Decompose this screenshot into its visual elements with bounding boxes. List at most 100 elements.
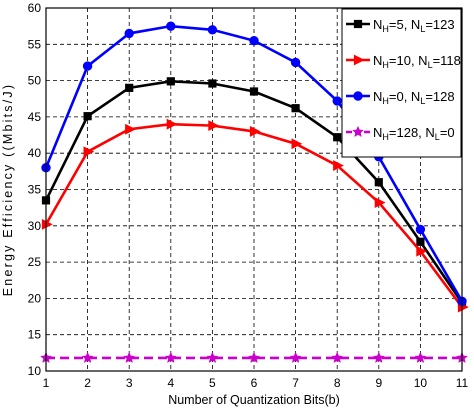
series-n-h-0-n-l-128 bbox=[41, 21, 467, 307]
data-point bbox=[249, 87, 259, 96]
data-point bbox=[249, 35, 259, 46]
y-axis-label: Energy Efficiency ((Mbits/J) bbox=[1, 83, 15, 297]
data-point bbox=[332, 96, 342, 106]
legend-text-part: =118 bbox=[433, 53, 461, 68]
data-point bbox=[353, 54, 365, 66]
x-tick-label: 8 bbox=[334, 376, 341, 390]
plot-frame bbox=[45, 7, 463, 372]
legend-text-part: N bbox=[373, 89, 382, 104]
legend-label: NH=128, NL=0 bbox=[373, 125, 455, 142]
data-point bbox=[372, 351, 385, 363]
series-group bbox=[40, 21, 469, 363]
data-point bbox=[83, 112, 92, 121]
data-point bbox=[249, 126, 261, 137]
legend-entry: NH=128, NL=0 bbox=[346, 125, 455, 142]
legend-text-part: =0 bbox=[440, 125, 455, 140]
data-point bbox=[416, 237, 425, 246]
legend-subscript: L bbox=[428, 60, 433, 70]
legend-text-part: =128 bbox=[425, 89, 454, 104]
data-point bbox=[374, 197, 386, 208]
data-point bbox=[166, 21, 176, 31]
y-tick-label: 45 bbox=[28, 110, 42, 124]
legend-subscript: H bbox=[382, 60, 389, 70]
x-tick-label: 4 bbox=[167, 376, 174, 390]
legend-subscript: L bbox=[420, 24, 425, 34]
data-point bbox=[208, 120, 220, 132]
data-point bbox=[82, 61, 93, 71]
x-tick-label: 11 bbox=[456, 376, 469, 390]
legend-label: NH=5, NL=123 bbox=[373, 17, 455, 34]
legend-text-part: N bbox=[373, 17, 382, 32]
legend-entry: NH=10, NL=118 bbox=[346, 53, 461, 70]
data-point bbox=[414, 351, 427, 363]
legend-label: NH=10, NL=118 bbox=[373, 53, 461, 70]
data-point bbox=[331, 351, 344, 363]
legend-box bbox=[341, 8, 462, 158]
x-tick-label: 9 bbox=[375, 376, 382, 390]
x-axis-label: Number of Quantization Bits(b) bbox=[168, 393, 340, 407]
x-tick-label: 6 bbox=[251, 376, 258, 390]
legend-entry: NH=5, NL=123 bbox=[346, 17, 455, 34]
y-tick-label: 40 bbox=[28, 146, 42, 160]
x-tick-label: 10 bbox=[414, 376, 428, 390]
data-point bbox=[81, 351, 94, 363]
legend-subscript: H bbox=[382, 132, 389, 142]
legend-text-part: =10, N bbox=[389, 53, 428, 68]
x-tick-label: 5 bbox=[209, 376, 216, 390]
x-tick-labels: 1 2 3 4 5 6 7 8 9 10 11 bbox=[43, 376, 469, 390]
data-point bbox=[166, 77, 175, 86]
legend-text-part: N bbox=[373, 125, 382, 140]
data-point bbox=[353, 91, 363, 101]
data-point bbox=[125, 123, 136, 135]
y-tick-label: 35 bbox=[28, 183, 42, 197]
data-point bbox=[208, 79, 217, 88]
legend-text-part: =5, N bbox=[389, 17, 420, 32]
data-point bbox=[207, 25, 218, 35]
data-point bbox=[83, 146, 95, 158]
y-tick-label: 20 bbox=[28, 291, 42, 305]
data-point bbox=[291, 104, 300, 113]
data-point bbox=[125, 83, 134, 92]
y-tick-label: 60 bbox=[28, 1, 42, 15]
y-tick-labels: 10 15 20 25 30 35 40 45 50 55 60 bbox=[28, 1, 42, 378]
legend-subscript: H bbox=[382, 24, 389, 34]
legend-subscript: L bbox=[435, 132, 440, 142]
y-tick-label: 50 bbox=[28, 74, 42, 88]
data-point bbox=[353, 19, 363, 29]
legend-text-part: =123 bbox=[425, 17, 454, 32]
series-n-h-128-n-l-0 bbox=[40, 351, 468, 363]
data-point bbox=[415, 224, 426, 235]
data-point bbox=[124, 28, 134, 39]
data-point bbox=[290, 57, 301, 68]
legend-entry: NH=0, NL=128 bbox=[346, 89, 455, 106]
data-point bbox=[164, 351, 177, 363]
legend-text-part: N bbox=[373, 53, 382, 68]
legend-text-part: =128, N bbox=[389, 125, 435, 140]
y-tick-label: 10 bbox=[28, 364, 42, 378]
data-point bbox=[416, 245, 428, 257]
x-tick-label: 3 bbox=[126, 376, 133, 390]
data-point bbox=[291, 138, 303, 150]
legend-text-part: =0, N bbox=[389, 89, 420, 104]
data-point bbox=[374, 178, 383, 187]
data-point bbox=[248, 351, 260, 363]
y-tick-label: 55 bbox=[28, 37, 42, 51]
data-point bbox=[352, 125, 364, 138]
x-tick-label: 2 bbox=[84, 376, 91, 390]
data-point bbox=[289, 351, 302, 363]
x-tick-label: 7 bbox=[292, 376, 299, 390]
data-point bbox=[41, 218, 53, 230]
data-point bbox=[333, 133, 342, 142]
data-point bbox=[123, 351, 136, 363]
legend-subscript: L bbox=[420, 96, 425, 106]
data-point bbox=[166, 118, 178, 130]
y-tick-label: 15 bbox=[28, 328, 42, 342]
x-tick-label: 1 bbox=[43, 376, 50, 390]
data-point bbox=[333, 160, 344, 171]
y-tick-label: 30 bbox=[28, 219, 42, 233]
data-point bbox=[206, 351, 219, 363]
legend-label: NH=0, NL=128 bbox=[373, 89, 455, 106]
y-tick-label: 25 bbox=[28, 255, 42, 269]
